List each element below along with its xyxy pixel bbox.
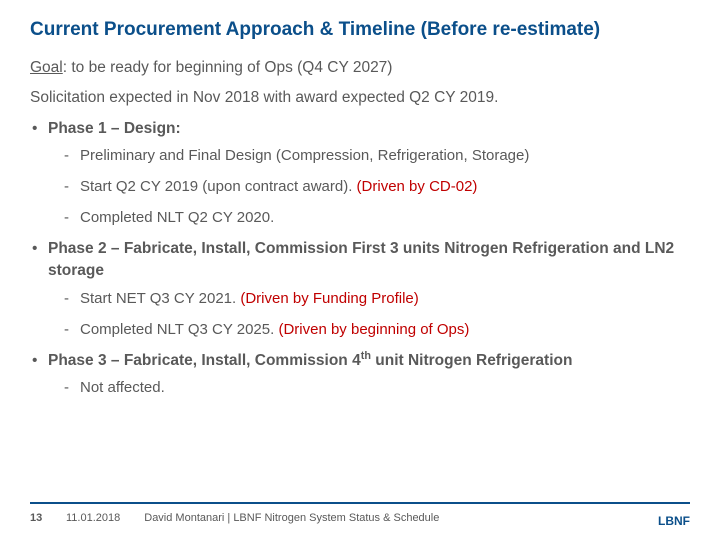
phase-2-sub-1a: Start NET Q3 CY 2021. bbox=[80, 290, 240, 307]
goal-line: Goal: to be ready for beginning of Ops (… bbox=[30, 57, 690, 79]
phase-3: Phase 3 – Fabricate, Install, Commission… bbox=[30, 350, 690, 399]
phase-2: Phase 2 – Fabricate, Install, Commission… bbox=[30, 238, 690, 339]
phase-list: Phase 1 – Design: Preliminary and Final … bbox=[30, 118, 690, 399]
phase-1-label: Phase 1 – Design: bbox=[48, 120, 181, 137]
phase-1-sublist: Preliminary and Final Design (Compressio… bbox=[48, 145, 690, 228]
footer-date: 11.01.2018 bbox=[66, 512, 120, 524]
goal-text: : to be ready for beginning of Ops (Q4 C… bbox=[63, 59, 393, 76]
phase-3-label-a: Phase 3 – Fabricate, Install, Commission… bbox=[48, 352, 361, 369]
footer-author: David Montanari | LBNF Nitrogen System S… bbox=[144, 512, 439, 524]
phase-2-sub-1-highlight: (Driven by Funding Profile) bbox=[240, 290, 418, 307]
footer-rule bbox=[30, 502, 690, 504]
phase-3-sublist: Not affected. bbox=[48, 377, 690, 398]
footer: 13 11.01.2018 David Montanari | LBNF Nit… bbox=[30, 508, 690, 528]
phase-2-sublist: Start NET Q3 CY 2021. (Driven by Funding… bbox=[48, 288, 690, 340]
phase-1-sub-3: Completed NLT Q2 CY 2020. bbox=[48, 207, 690, 228]
goal-label: Goal bbox=[30, 59, 63, 76]
phase-2-label: Phase 2 – Fabricate, Install, Commission… bbox=[48, 240, 674, 279]
solicitation-line: Solicitation expected in Nov 2018 with a… bbox=[30, 87, 690, 109]
phase-1-sub-1: Preliminary and Final Design (Compressio… bbox=[48, 145, 690, 166]
phase-3-label-th: th bbox=[361, 350, 371, 362]
phase-2-sub-1: Start NET Q3 CY 2021. (Driven by Funding… bbox=[48, 288, 690, 309]
phase-1-sub-2: Start Q2 CY 2019 (upon contract award). … bbox=[48, 176, 690, 197]
phase-1: Phase 1 – Design: Preliminary and Final … bbox=[30, 118, 690, 229]
footer-org: LBNF bbox=[658, 514, 690, 528]
phase-2-sub-2: Completed NLT Q3 CY 2025. (Driven by beg… bbox=[48, 319, 690, 340]
phase-1-sub-2-highlight: (Driven by CD-02) bbox=[357, 178, 478, 195]
phase-3-sub-1: Not affected. bbox=[48, 377, 690, 398]
page-number: 13 bbox=[30, 512, 48, 524]
phase-2-sub-2a: Completed NLT Q3 CY 2025. bbox=[80, 321, 278, 338]
slide: Current Procurement Approach & Timeline … bbox=[0, 0, 720, 540]
slide-title: Current Procurement Approach & Timeline … bbox=[30, 18, 690, 43]
phase-2-sub-2-highlight: (Driven by beginning of Ops) bbox=[278, 321, 469, 338]
phase-3-label: Phase 3 – Fabricate, Install, Commission… bbox=[48, 352, 572, 369]
phase-1-sub-2a: Start Q2 CY 2019 (upon contract award). bbox=[80, 178, 357, 195]
phase-3-label-b: unit Nitrogen Refrigeration bbox=[371, 352, 573, 369]
